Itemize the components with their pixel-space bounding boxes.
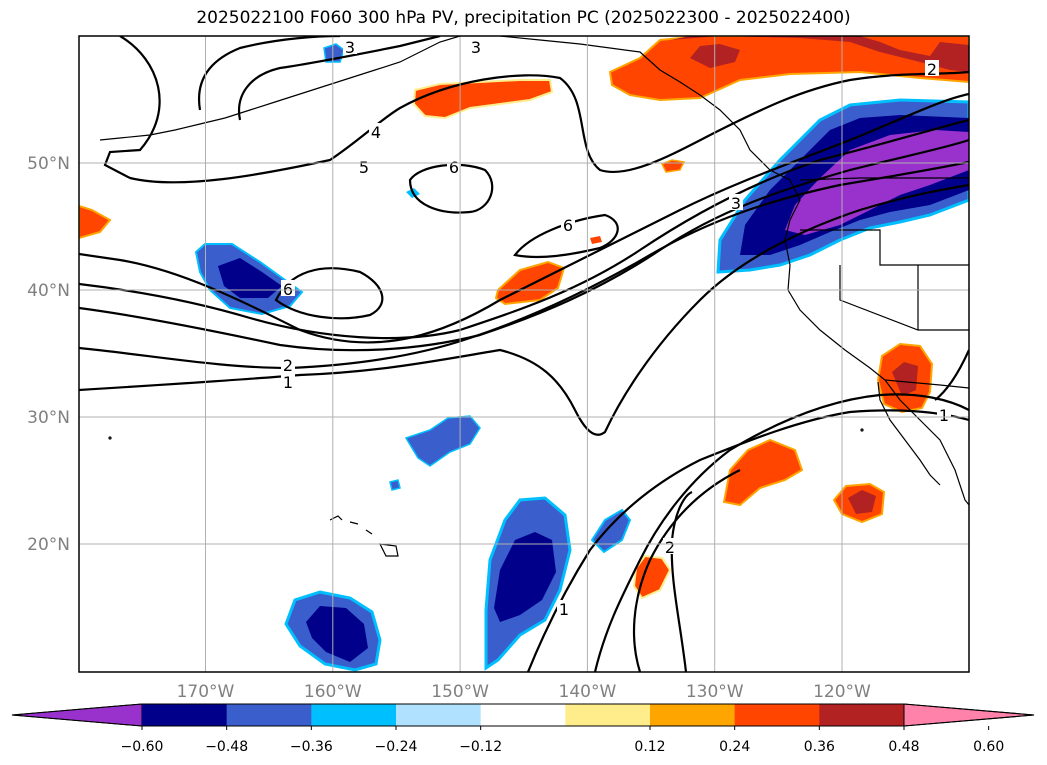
pv-contour-line xyxy=(197,36,341,111)
island xyxy=(108,436,112,440)
contour-label: 1 xyxy=(939,406,949,425)
colorbar-segment xyxy=(650,704,736,726)
colorbar-segment xyxy=(226,704,312,726)
pv-contour-line xyxy=(103,36,969,184)
alaska-coastline xyxy=(499,36,969,506)
contour-label: 5 xyxy=(359,158,369,177)
colorbar-tick-label: −0.48 xyxy=(205,739,248,755)
precip-positive-region xyxy=(590,236,602,244)
pv-contour-line xyxy=(79,183,969,436)
precip-positive-region xyxy=(412,79,554,120)
gridline-layer xyxy=(79,36,969,672)
colorbar-extend-min xyxy=(11,703,143,727)
colorbar-tick-label: −0.36 xyxy=(290,739,333,755)
colorbar-segment xyxy=(734,704,820,726)
precip-positive-region xyxy=(608,36,969,102)
pv-contour-line xyxy=(237,36,441,121)
island xyxy=(860,428,864,432)
precip-positive-region xyxy=(722,438,804,507)
longitude-label: 140°W xyxy=(559,682,617,702)
precip-strong-positive-region xyxy=(848,490,876,514)
pv-contour-line xyxy=(670,490,693,672)
contour-label: 1 xyxy=(559,600,569,619)
contour-label-layer: 3 3 4 5 6 6 6 3 2 1 2 1 1 2 xyxy=(281,38,951,619)
precip-negative-region xyxy=(389,479,401,491)
latitude-label: 40°N xyxy=(27,281,70,301)
pv-contour-line xyxy=(79,92,969,344)
pv-contour-line xyxy=(79,118,969,340)
map-title: 2025022100 F060 300 hPa PV, precipitatio… xyxy=(196,8,851,28)
contour-label: 3 xyxy=(731,194,741,213)
colorbar-tick-label: 0.12 xyxy=(634,739,665,755)
contour-label: 3 xyxy=(471,38,481,57)
pv-contour-line xyxy=(408,163,494,214)
longitude-label: 130°W xyxy=(686,682,744,702)
colorbar-tick-label: −0.12 xyxy=(459,739,502,755)
latitude-label: 20°N xyxy=(27,535,70,555)
longitude-labels: 170°W 160°W 150°W 140°W 130°W 120°W xyxy=(177,682,871,702)
colorbar-extend-max xyxy=(903,703,1035,727)
colorbar-tick-label: 0.60 xyxy=(973,739,1004,755)
pv-contour-line xyxy=(593,393,969,672)
contour-label: 4 xyxy=(371,123,381,142)
precip-negative-region xyxy=(590,508,632,554)
precip-strong-negative-region xyxy=(218,258,282,298)
us-mexico-border xyxy=(884,379,969,389)
precip-positive-region xyxy=(660,159,686,173)
contour-label: 2 xyxy=(665,538,675,557)
latitude-labels: 50°N 40°N 30°N 20°N xyxy=(27,154,70,555)
colorbar-tick-label: −0.24 xyxy=(375,739,418,755)
pv-contour-layer xyxy=(79,36,969,672)
map-frame xyxy=(78,35,970,673)
longitude-label: 170°W xyxy=(177,682,235,702)
coastline-layer xyxy=(99,36,969,557)
state-border xyxy=(839,265,969,331)
pv-contour-line xyxy=(79,138,969,352)
contour-label: 3 xyxy=(345,38,355,57)
latitude-label: 30°N xyxy=(27,408,70,428)
colorbar-segment xyxy=(565,704,651,726)
colorbar-segment xyxy=(480,704,566,726)
contour-label: 1 xyxy=(283,373,293,392)
state-border xyxy=(800,229,969,266)
precip-fill-layer xyxy=(79,36,969,672)
latitude-label: 50°N xyxy=(27,154,70,174)
precip-positive-region xyxy=(632,554,672,600)
precip-strong-positive-region xyxy=(670,36,969,72)
colorbar-segment xyxy=(142,704,228,726)
precip-negative-region xyxy=(404,415,481,467)
pv-contour-line xyxy=(79,160,969,370)
longitude-label: 120°W xyxy=(813,682,871,702)
colorbar-tick-label: 0.48 xyxy=(888,739,919,755)
hawaii-islands xyxy=(329,515,399,557)
contour-label: 6 xyxy=(449,158,459,177)
colorbar-segment xyxy=(819,704,905,726)
contour-label: 2 xyxy=(283,356,293,375)
colorbar-segment xyxy=(396,704,482,726)
contour-label: 6 xyxy=(563,216,573,235)
pv-contour-line xyxy=(934,349,969,401)
colorbar-segment xyxy=(311,704,397,726)
precip-strong-negative-region xyxy=(306,606,368,662)
pv-contour-line xyxy=(274,267,384,320)
baja-coastline xyxy=(877,381,941,486)
longitude-label: 150°W xyxy=(431,682,489,702)
longitude-label: 160°W xyxy=(304,682,362,702)
pv-contour-line xyxy=(526,409,969,672)
precip-extreme-negative-region xyxy=(785,130,969,235)
precip-strong-negative-region xyxy=(494,532,556,622)
precip-strong-positive-region xyxy=(892,362,918,396)
colorbar-tick-label: 0.36 xyxy=(804,739,835,755)
colorbar-tick-label: 0.24 xyxy=(719,739,750,755)
pv-contour-line xyxy=(513,213,619,259)
contour-label: 2 xyxy=(927,60,937,79)
precip-positive-region xyxy=(79,204,112,240)
colorbar: −0.60 −0.48 −0.36 −0.24 −0.12 0.12 0.24 0.36 0.4… xyxy=(11,703,1035,755)
alaska-coastline xyxy=(99,36,461,141)
pv-contour-line xyxy=(632,469,741,672)
colorbar-tick-label: −0.60 xyxy=(121,739,164,755)
